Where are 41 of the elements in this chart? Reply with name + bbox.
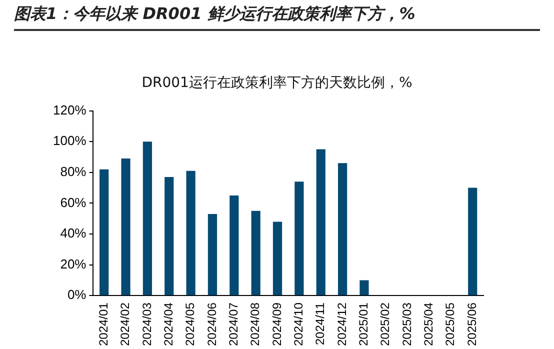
bar: [186, 170, 196, 296]
bar: [142, 142, 152, 296]
bar: [338, 163, 348, 296]
x-tick-label: 2024/12: [334, 302, 349, 346]
x-tick-label: 2024/06: [204, 302, 219, 346]
x-tick-label: 2024/05: [183, 302, 198, 346]
x-tick-label: 2024/03: [140, 302, 154, 346]
y-tick-label: 80%: [60, 164, 87, 179]
y-tick-label: 120%: [53, 102, 87, 118]
bar: [164, 177, 174, 296]
y-tick-label: 60%: [60, 194, 87, 210]
x-tick-label: 2024/10: [291, 302, 306, 346]
bar: [251, 210, 260, 296]
x-tick-label: 2025/01: [356, 302, 371, 346]
y-tick-label: 0%: [67, 287, 87, 302]
x-tick-label: 2025/03: [400, 302, 414, 346]
y-tick-label: 40%: [60, 226, 87, 241]
x-tick-label: 2024/08: [248, 302, 262, 346]
y-tick-label: 20%: [60, 256, 87, 272]
bar: [294, 182, 304, 296]
bar: [468, 188, 478, 296]
x-tick-label: 2024/01: [96, 302, 110, 346]
x-tick-label: 2024/04: [161, 302, 176, 346]
x-tick-label: 2025/06: [464, 302, 479, 346]
x-tick-label: 2024/02: [118, 302, 132, 346]
bar: [121, 158, 130, 296]
x-tick-label: 2025/05: [443, 302, 458, 346]
bar: [208, 214, 218, 296]
x-tick-label: 2024/09: [270, 302, 284, 346]
y-tick-label: 100%: [53, 133, 87, 148]
bar: [100, 169, 109, 296]
chart-title: 图表1：今年以来 DR001 鲜少运行在政策利率下方，%: [14, 4, 540, 31]
x-tick-label: 2025/02: [378, 302, 392, 346]
x-tick-label: 2025/04: [422, 302, 436, 346]
bar: [316, 149, 326, 296]
x-tick-label: 2024/11: [313, 302, 328, 346]
bar: [360, 280, 369, 296]
x-tick-label: 2024/07: [226, 302, 240, 346]
bar: [272, 222, 282, 296]
chart-subtitle: DR001运行在政策利率下方的天数比例，%: [140, 74, 414, 92]
bar: [230, 196, 239, 296]
